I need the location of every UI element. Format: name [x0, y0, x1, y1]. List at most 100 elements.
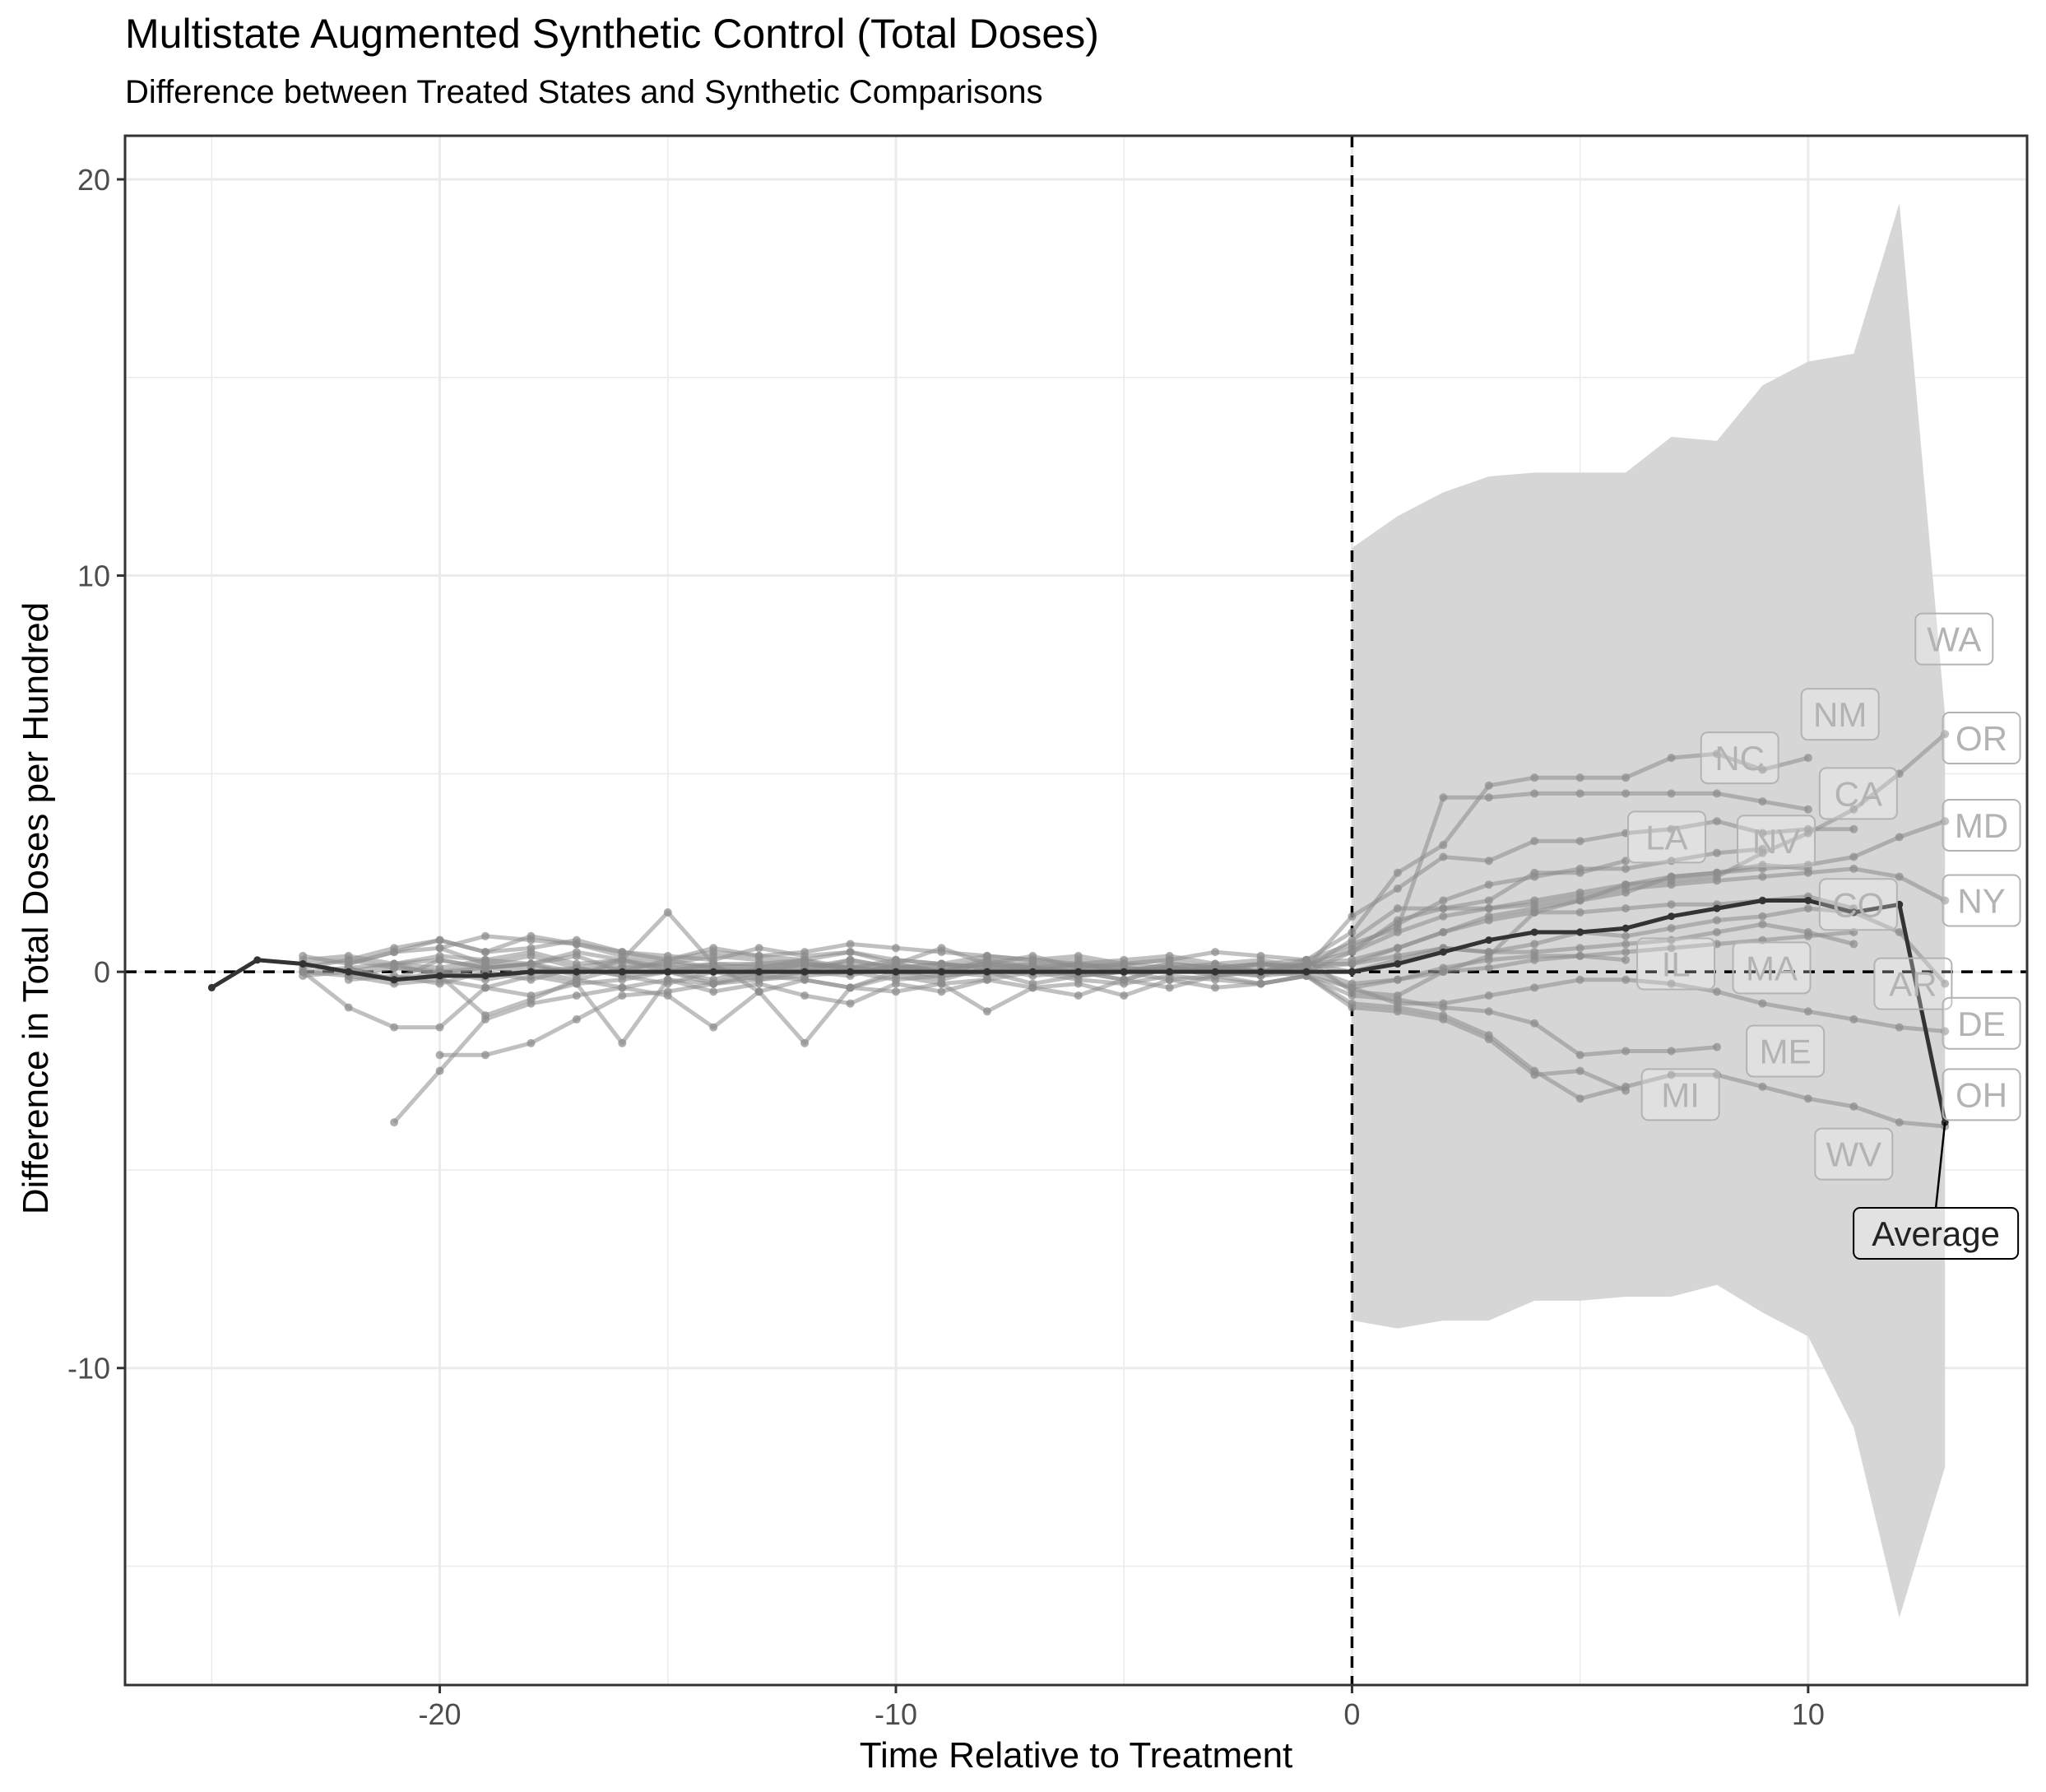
data-point [618, 991, 627, 1000]
data-point [1575, 1051, 1584, 1060]
data-point [1712, 868, 1721, 877]
data-point [1530, 983, 1539, 992]
data-point [1667, 880, 1676, 889]
data-point [800, 959, 810, 968]
data-point [663, 959, 672, 968]
data-point [1849, 940, 1858, 949]
data-point [1575, 908, 1584, 917]
average-point [1166, 968, 1174, 976]
average-point [847, 968, 855, 976]
label-text: AR [1889, 965, 1937, 1004]
data-point [1393, 904, 1402, 913]
data-point [1621, 940, 1631, 949]
data-point [1667, 924, 1676, 933]
label-box [1626, 810, 1706, 864]
data-point [344, 955, 353, 964]
data-point [1575, 837, 1584, 846]
average-point [1074, 968, 1083, 976]
data-point [435, 1051, 444, 1060]
label-box [1818, 878, 1898, 931]
label-ma: MA [1732, 941, 1812, 995]
label-average: Average [1853, 1122, 2020, 1260]
data-point [1667, 789, 1676, 798]
data-point [1439, 1011, 1448, 1020]
average-point [1804, 896, 1812, 904]
data-point [1803, 927, 1812, 936]
data-point [481, 931, 490, 940]
x-tick-label: 0 [1343, 1697, 1360, 1731]
data-point [1712, 750, 1721, 759]
average-point [1758, 896, 1766, 904]
average-point [800, 968, 809, 976]
data-point [800, 1038, 810, 1047]
average-point [390, 976, 398, 984]
data-point [937, 944, 946, 953]
label-box [1942, 1068, 2021, 1121]
average-point [755, 968, 763, 976]
label-box [1640, 1068, 1720, 1121]
data-point [982, 959, 991, 968]
label-box [1800, 688, 1880, 741]
data-point [527, 995, 536, 1004]
label-text: Average [1872, 1214, 2000, 1253]
data-point [1484, 880, 1493, 889]
average-point [1348, 968, 1356, 976]
average-point [1028, 968, 1037, 976]
data-point [390, 944, 399, 953]
average-point [345, 968, 353, 976]
data-point [1758, 920, 1767, 929]
average-point [573, 968, 581, 976]
data-point [1849, 1102, 1858, 1111]
data-point [663, 991, 672, 1000]
label-de: DE [1942, 996, 2021, 1050]
data-point [1484, 857, 1493, 866]
data-point [1439, 927, 1448, 936]
x-tick-label: -20 [419, 1697, 462, 1731]
data-point [1621, 857, 1631, 866]
data-point [1301, 959, 1311, 968]
data-point [800, 991, 810, 1000]
average-point [1394, 960, 1402, 968]
label-text: CO [1832, 885, 1884, 924]
data-point [1895, 927, 1904, 936]
average-point [1713, 904, 1721, 912]
data-point [1803, 904, 1812, 913]
average-point [1621, 924, 1630, 932]
average-point [1668, 912, 1676, 921]
data-point [1895, 833, 1904, 842]
data-point [1120, 991, 1129, 1000]
data-point [1530, 955, 1539, 964]
data-point [1667, 900, 1676, 909]
data-point [1712, 817, 1721, 826]
data-point [1712, 1042, 1721, 1052]
label-box [1914, 612, 1994, 666]
label-me: ME [1746, 1024, 1826, 1078]
data-point [435, 955, 444, 964]
average-point [436, 972, 444, 980]
average-point [1849, 908, 1858, 917]
data-point [1849, 852, 1858, 861]
data-point [572, 991, 581, 1000]
data-point [1484, 991, 1493, 1000]
data-point [1393, 884, 1402, 894]
y-tick-label: 10 [77, 559, 110, 593]
data-point [1849, 824, 1858, 833]
label-box [1746, 1024, 1826, 1078]
data-point [481, 983, 490, 992]
data-point [435, 1066, 444, 1075]
average-point [983, 968, 991, 976]
data-point [1575, 975, 1584, 984]
data-point [1758, 1082, 1767, 1091]
data-point [1849, 1014, 1858, 1024]
data-point [572, 1014, 581, 1024]
data-point [481, 1011, 490, 1020]
data-point [1621, 955, 1631, 964]
average-point [618, 968, 626, 976]
data-point [1575, 864, 1584, 873]
data-point [1621, 1082, 1631, 1091]
label-mi: MI [1640, 1068, 1720, 1121]
data-point [1484, 963, 1493, 973]
data-point [891, 979, 900, 988]
average-point [937, 968, 945, 976]
data-point [982, 975, 991, 984]
